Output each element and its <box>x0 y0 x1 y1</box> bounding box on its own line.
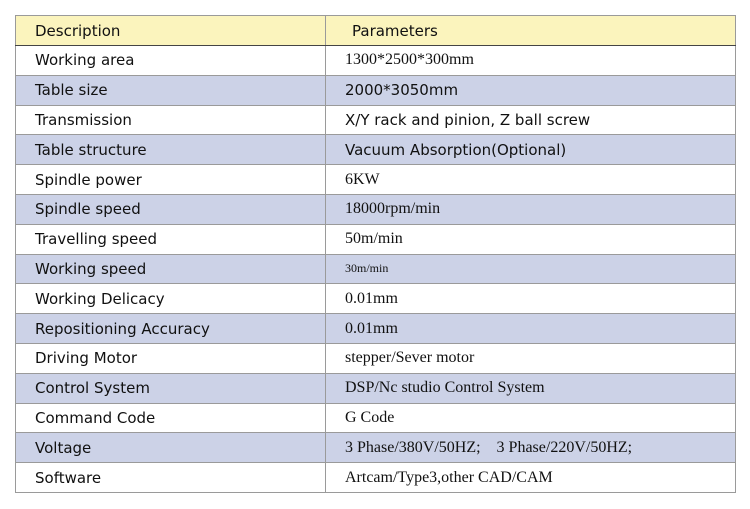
description-cell: Spindle speed <box>15 193 326 225</box>
parameter-cell: 6KW <box>325 164 736 195</box>
description-cell: Control System <box>15 372 326 404</box>
spec-table-container: Description Parameters Working area 1300*… <box>15 15 736 493</box>
table-row: Working speed 30m/min <box>15 253 736 285</box>
parameter-cell: Artcam/Type3,other CAD/CAM <box>325 462 736 493</box>
parameter-cell: 3 Phase/380V/50HZ; 3 Phase/220V/50HZ; <box>325 432 736 464</box>
table-row: Table size 2000*3050mm <box>15 74 736 106</box>
parameter-cell: X/Y rack and pinion, Z ball screw <box>325 104 736 136</box>
description-cell: Transmission <box>15 104 326 136</box>
table-row: Software Artcam/Type3,other CAD/CAM <box>15 462 736 493</box>
table-row: Working Delicacy 0.01mm <box>15 283 736 315</box>
table-row: Table structure Vacuum Absorption(Optiona… <box>15 134 736 166</box>
description-cell: Working speed <box>15 253 326 285</box>
parameter-cell: 1300*2500*300mm <box>325 45 736 76</box>
description-cell: Driving Motor <box>15 342 326 374</box>
spec-table: Description Parameters Working area 1300*… <box>15 15 736 493</box>
table-row: Transmission X/Y rack and pinion, Z ball … <box>15 104 736 136</box>
parameter-cell: G Code <box>325 402 736 434</box>
description-cell: Working Delicacy <box>15 283 326 315</box>
table-row: Control System DSP/Nc studio Control Syst… <box>15 372 736 404</box>
parameter-cell: 50m/min <box>325 223 736 255</box>
table-row: Working area 1300*2500*300mm <box>15 45 736 76</box>
header-cell: Description <box>15 15 326 46</box>
table-row: Travelling speed 50m/min <box>15 223 736 255</box>
table-row: Spindle power 6KW <box>15 164 736 195</box>
parameter-cell: DSP/Nc studio Control System <box>325 372 736 404</box>
header-row: Description Parameters <box>15 15 736 46</box>
description-cell: Repositioning Accuracy <box>15 313 326 344</box>
table-row: Voltage 3 Phase/380V/50HZ; 3 Phase/220V/5… <box>15 432 736 464</box>
description-cell: Travelling speed <box>15 223 326 255</box>
header-cell: Parameters <box>325 15 736 46</box>
table-row: Repositioning Accuracy 0.01mm <box>15 313 736 344</box>
parameter-cell: 18000rpm/min <box>325 193 736 225</box>
parameter-cell: 0.01mm <box>325 313 736 344</box>
parameter-cell: Vacuum Absorption(Optional) <box>325 134 736 166</box>
description-cell: Voltage <box>15 432 326 464</box>
parameter-cell: 30m/min <box>325 253 736 285</box>
description-cell: Software <box>15 462 326 493</box>
table-row: Command Code G Code <box>15 402 736 434</box>
parameter-cell: 0.01mm <box>325 283 736 315</box>
table-row: Spindle speed 18000rpm/min <box>15 193 736 225</box>
table-row: Driving Motor stepper/Sever motor <box>15 342 736 374</box>
description-cell: Table size <box>15 74 326 106</box>
parameter-cell: 2000*3050mm <box>325 74 736 106</box>
description-cell: Command Code <box>15 402 326 434</box>
table-body: Description Parameters Working area 1300*… <box>15 15 736 493</box>
description-cell: Spindle power <box>15 164 326 195</box>
description-cell: Working area <box>15 45 326 76</box>
parameter-cell: stepper/Sever motor <box>325 342 736 374</box>
description-cell: Table structure <box>15 134 326 166</box>
